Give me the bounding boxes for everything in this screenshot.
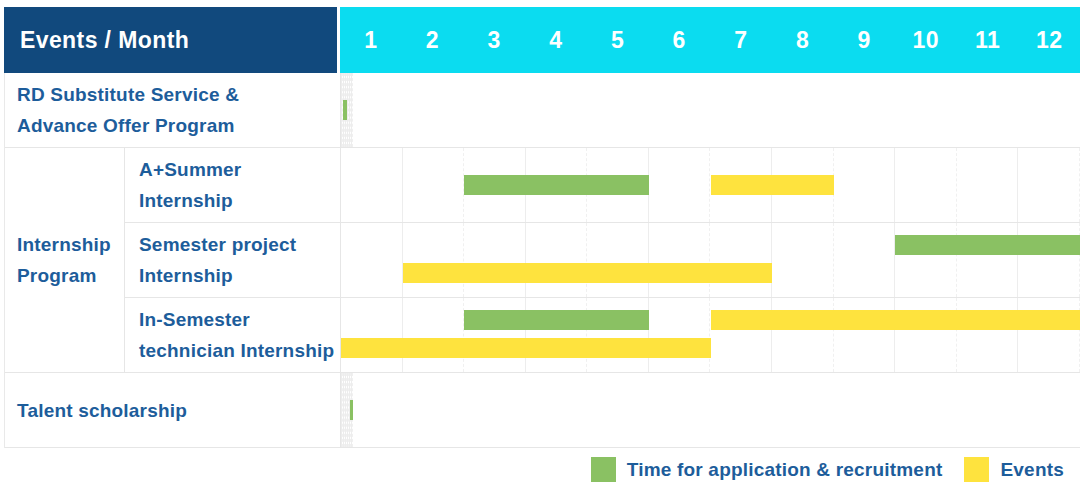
row-label: Talent scholarship xyxy=(5,373,341,447)
label-line: In-Semester xyxy=(139,304,340,335)
gantt-bar-yellow xyxy=(341,338,711,358)
green-swatch-icon xyxy=(591,457,616,482)
label-line: Talent scholarship xyxy=(17,395,340,426)
label-line: Semester project xyxy=(139,229,340,260)
table-row: Semester projectInternship xyxy=(125,223,1080,298)
month-grid-cell xyxy=(352,73,353,147)
month-header-cell: 3 xyxy=(463,7,525,73)
label-line: A+Summer xyxy=(139,154,340,185)
header-title-cell: Events / Month xyxy=(4,7,337,73)
table-row: Talent scholarship xyxy=(5,373,353,447)
row-group: Talent scholarship xyxy=(5,373,1080,448)
month-grid xyxy=(341,373,353,447)
month-grid-cell xyxy=(526,223,588,297)
month-grid-cell xyxy=(341,148,403,222)
month-grid-cell xyxy=(587,223,649,297)
month-header-cell: 7 xyxy=(710,7,772,73)
row-label: In-Semestertechnician Internship xyxy=(125,298,341,372)
month-grid xyxy=(341,298,1080,372)
label-line: technician Internship xyxy=(139,335,340,366)
month-header-cell: 12 xyxy=(1018,7,1080,73)
month-grid-cell xyxy=(649,298,711,372)
gantt-bar-yellow xyxy=(711,175,834,195)
row-label: A+SummerInternship xyxy=(125,148,341,222)
label-line: Internship xyxy=(139,185,340,216)
month-grid-cell xyxy=(341,298,403,372)
month-grid-cell xyxy=(403,148,465,222)
month-grid xyxy=(341,223,1080,297)
header-title: Events / Month xyxy=(20,27,189,54)
month-header-cell: 2 xyxy=(402,7,464,73)
month-header-cell: 10 xyxy=(895,7,957,73)
month-grid-cell xyxy=(834,223,896,297)
month-header-cell: 8 xyxy=(772,7,834,73)
month-grid-cell xyxy=(464,223,526,297)
gantt-bar-green xyxy=(350,400,353,420)
month-grid-cell xyxy=(895,148,957,222)
month-header-cell: 9 xyxy=(833,7,895,73)
gantt-bar-green xyxy=(343,100,347,120)
label-line: Internship xyxy=(17,229,124,260)
gantt-bar-yellow xyxy=(403,263,773,283)
legend-item-application: Time for application & recruitment xyxy=(591,457,943,482)
label-line: Program xyxy=(17,260,124,291)
label-line: RD Substitute Service & xyxy=(17,79,340,110)
legend-label-events: Events xyxy=(1000,459,1064,481)
table-row: RD Substitute Service &Advance Offer Pro… xyxy=(5,73,353,147)
gantt-bar-yellow xyxy=(711,310,1080,330)
month-grid-cell xyxy=(1018,148,1080,222)
month-grid-cell xyxy=(772,223,834,297)
row-group: InternshipProgramA+SummerInternshipSemes… xyxy=(5,148,1080,373)
label-line: Advance Offer Program xyxy=(17,110,340,141)
gantt-table: Events / Month 123456789101112 RD Substi… xyxy=(4,7,1080,448)
group-label: InternshipProgram xyxy=(5,148,125,372)
gantt-bar-green xyxy=(464,310,649,330)
month-grid xyxy=(341,73,353,147)
month-grid-cell xyxy=(834,148,896,222)
gantt-schedule-canvas: Events / Month 123456789101112 RD Substi… xyxy=(0,0,1080,494)
month-header-cell: 1 xyxy=(340,7,402,73)
header-row: Events / Month 123456789101112 xyxy=(4,7,1080,73)
month-header: 123456789101112 xyxy=(340,7,1080,73)
row-label: Semester projectInternship xyxy=(125,223,341,297)
month-grid-cell xyxy=(403,298,465,372)
label-line: Internship xyxy=(139,260,340,291)
month-grid-cell xyxy=(957,148,1019,222)
legend-item-events: Events xyxy=(964,457,1064,482)
month-grid-cell xyxy=(403,223,465,297)
month-grid-cell xyxy=(649,223,711,297)
month-header-cell: 11 xyxy=(957,7,1019,73)
month-header-cell: 5 xyxy=(587,7,649,73)
table-body: RD Substitute Service &Advance Offer Pro… xyxy=(4,73,1080,448)
row-label: RD Substitute Service &Advance Offer Pro… xyxy=(5,73,341,147)
month-grid-cell xyxy=(710,223,772,297)
legend: Time for application & recruitment Event… xyxy=(591,457,1064,482)
month-header-cell: 4 xyxy=(525,7,587,73)
month-grid-cell xyxy=(341,223,403,297)
table-row: In-Semestertechnician Internship xyxy=(125,298,1080,372)
month-header-cell: 6 xyxy=(648,7,710,73)
yellow-swatch-icon xyxy=(964,457,989,482)
month-grid xyxy=(341,148,1080,222)
table-row: A+SummerInternship xyxy=(125,148,1080,223)
row-group: RD Substitute Service &Advance Offer Pro… xyxy=(5,73,1080,148)
month-grid-cell xyxy=(649,148,711,222)
gantt-bar-green xyxy=(464,175,649,195)
legend-label-application: Time for application & recruitment xyxy=(627,459,943,481)
group-rows: A+SummerInternshipSemester projectIntern… xyxy=(125,148,1080,372)
gantt-bar-green xyxy=(895,235,1080,255)
